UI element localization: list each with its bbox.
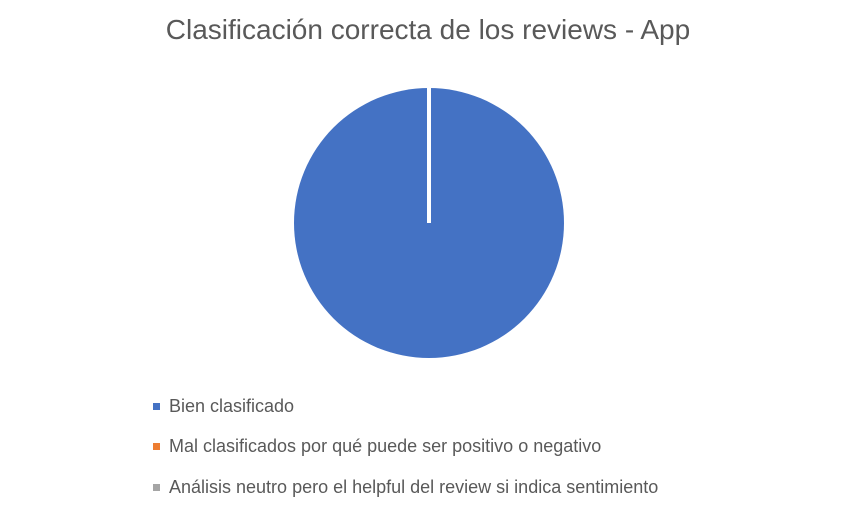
legend: Bien clasificado Mal clasificados por qu… [153,394,658,516]
legend-label-mal-clasificados: Mal clasificados por qué puede ser posit… [169,436,602,456]
chart-title: Clasificación correcta de los reviews - … [165,14,691,45]
legend-item-analisis-neutro: Análisis neutro pero el helpful del revi… [153,475,658,499]
legend-label-analisis-neutro: Análisis neutro pero el helpful del revi… [169,476,659,497]
legend-item-bien-clasificado: Bien clasificado [153,394,658,418]
legend-item-mal-clasificados: Mal clasificados por qué puede ser posit… [153,435,658,459]
legend-swatch-mal-clasificados [153,443,160,450]
legend-swatch-bien-clasificado [153,402,160,410]
legend-swatch-analisis-neutro [153,483,160,491]
legend-label-bien-clasificado: Bien clasificado [169,395,295,416]
